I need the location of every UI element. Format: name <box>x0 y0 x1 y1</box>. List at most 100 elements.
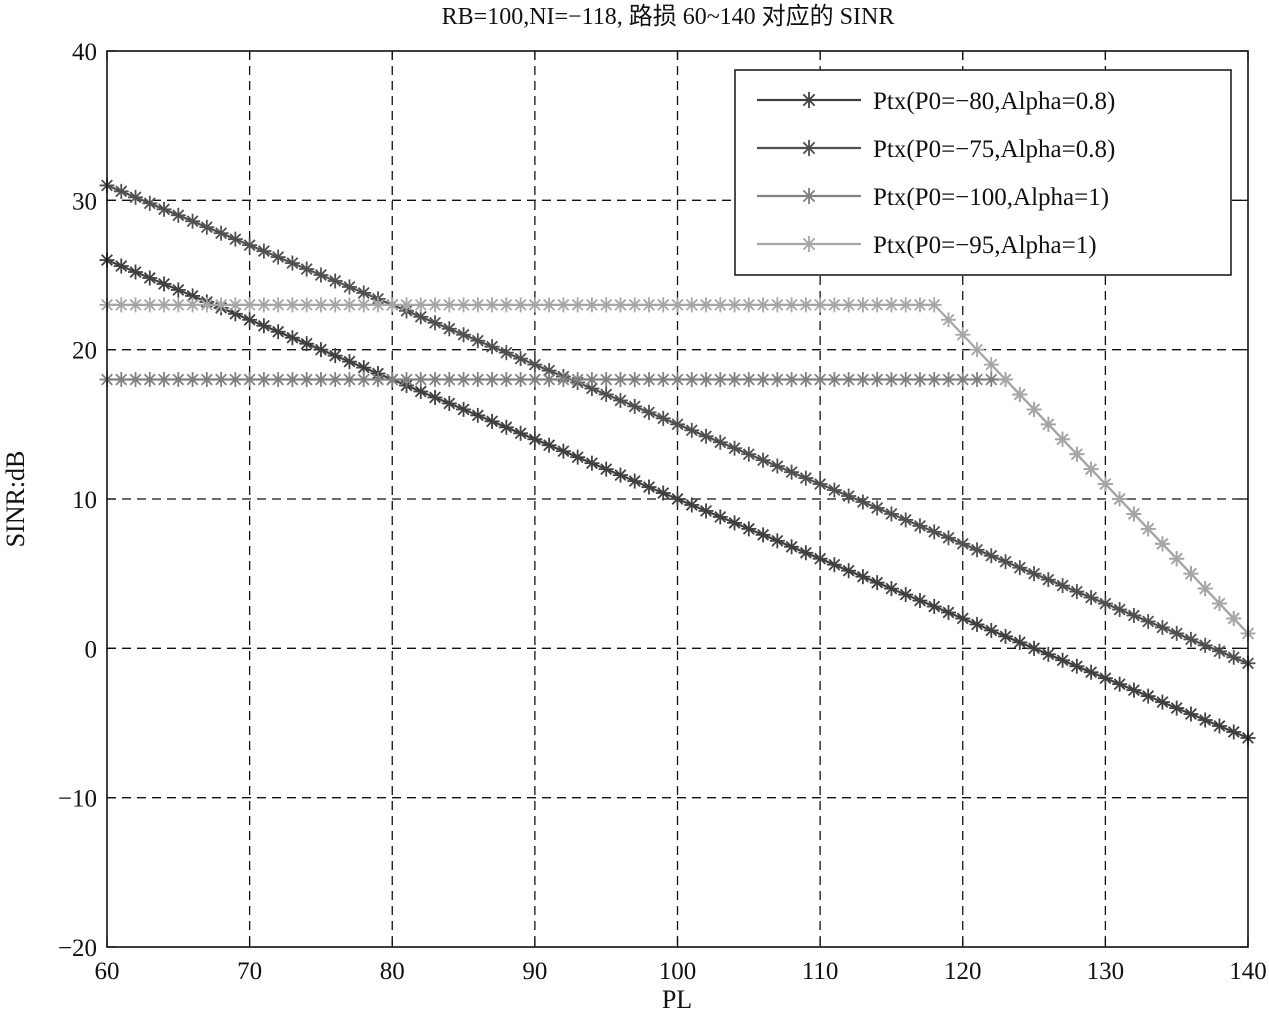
data-point <box>227 231 243 247</box>
legend-label: Ptx(P0=−95,Alpha=1) <box>873 232 1097 259</box>
data-point <box>327 348 343 364</box>
data-point <box>299 297 315 313</box>
data-point <box>256 297 272 313</box>
data-point <box>883 297 899 313</box>
data-point <box>170 207 186 223</box>
data-point <box>869 500 885 516</box>
data-point <box>142 372 158 388</box>
data-point <box>698 428 714 444</box>
data-point <box>912 593 928 609</box>
data-point <box>242 372 258 388</box>
data-point <box>1055 431 1071 447</box>
data-point <box>983 548 999 564</box>
data-point <box>113 258 129 274</box>
data-point <box>399 297 415 313</box>
data-point <box>641 404 657 420</box>
data-point <box>356 285 372 301</box>
data-point <box>1055 578 1071 594</box>
data-point <box>869 575 885 591</box>
data-point <box>541 372 557 388</box>
data-point <box>812 372 828 388</box>
data-point <box>199 219 215 235</box>
data-point <box>513 425 529 441</box>
legend-item: Ptx(P0=−95,Alpha=1) <box>757 232 1097 259</box>
legend-marker-icon <box>801 92 817 108</box>
data-point <box>841 297 857 313</box>
data-point <box>769 372 785 388</box>
data-point <box>826 297 842 313</box>
y-tick-label: −10 <box>58 786 97 813</box>
data-point <box>898 372 914 388</box>
data-point <box>727 515 743 531</box>
x-tick-label: 100 <box>659 958 697 985</box>
data-point <box>641 372 657 388</box>
data-point <box>670 372 685 388</box>
data-point <box>584 372 600 388</box>
data-point <box>313 297 329 313</box>
data-point <box>1055 652 1071 668</box>
data-point <box>484 297 500 313</box>
data-point <box>712 509 728 525</box>
data-point <box>755 372 771 388</box>
data-point <box>769 297 785 313</box>
data-point <box>128 264 144 280</box>
data-point <box>142 270 158 286</box>
data-point <box>584 297 600 313</box>
data-point <box>185 372 201 388</box>
data-point <box>541 363 557 379</box>
data-point <box>998 372 1014 388</box>
x-tick-label: 70 <box>237 958 262 985</box>
data-point <box>1112 491 1128 507</box>
data-point <box>712 297 728 313</box>
data-point <box>313 342 329 358</box>
data-point <box>1140 521 1156 537</box>
legend-label: Ptx(P0=−80,Alpha=0.8) <box>873 88 1115 115</box>
data-point <box>755 527 771 543</box>
data-point <box>1040 572 1056 588</box>
legend-item: Ptx(P0=−80,Alpha=0.8) <box>757 88 1115 115</box>
data-point <box>456 401 472 417</box>
data-point <box>170 282 186 298</box>
x-tick-label: 60 <box>95 958 120 985</box>
data-point <box>1226 649 1242 665</box>
data-point <box>741 297 757 313</box>
data-point <box>926 524 942 540</box>
data-point <box>128 297 144 313</box>
data-point <box>784 464 800 480</box>
legend-box <box>734 69 1232 276</box>
data-point <box>955 610 971 626</box>
data-point <box>513 351 529 367</box>
data-point <box>513 297 529 313</box>
data-point <box>555 372 571 388</box>
data-point <box>598 386 614 402</box>
data-point <box>413 297 429 313</box>
data-point <box>983 622 999 638</box>
data-point <box>1069 584 1085 600</box>
data-point <box>955 372 971 388</box>
x-tick-label: 110 <box>802 958 839 985</box>
data-point <box>270 249 286 265</box>
data-point <box>798 372 814 388</box>
data-point <box>969 342 985 358</box>
data-point <box>869 372 885 388</box>
data-point <box>498 419 514 435</box>
data-point <box>784 297 800 313</box>
data-point <box>727 440 743 456</box>
data-point <box>755 452 771 468</box>
data-point <box>684 297 700 313</box>
data-point <box>199 372 215 388</box>
series-1 <box>99 252 1256 746</box>
data-point <box>1097 596 1113 612</box>
data-point <box>256 318 272 334</box>
data-point <box>484 413 500 429</box>
data-point <box>712 372 728 388</box>
legend-label: Ptx(P0=−100,Alpha=1) <box>873 184 1109 211</box>
data-point <box>1040 416 1056 432</box>
data-point <box>327 297 343 313</box>
data-point <box>855 372 871 388</box>
data-point <box>170 372 186 388</box>
data-point <box>741 521 757 537</box>
data-point <box>170 297 186 313</box>
data-point <box>570 449 586 465</box>
